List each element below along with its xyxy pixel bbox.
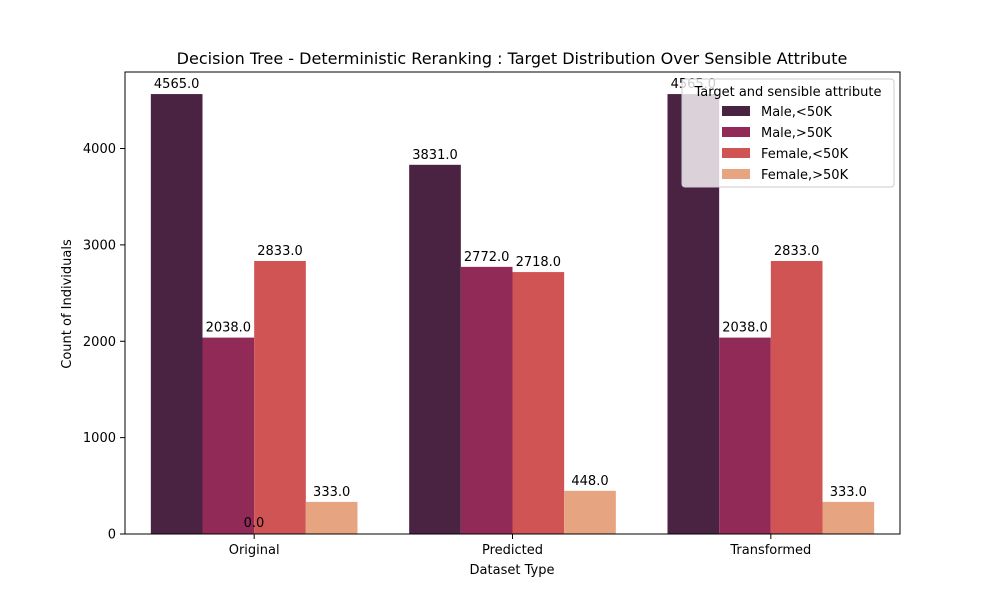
legend-label: Female,<50K [761, 147, 849, 162]
bar-value-label: 2833.0 [774, 244, 820, 259]
legend-swatch [722, 148, 750, 158]
bar-value-label: 3831.0 [412, 148, 458, 163]
bar-Male,>50K-Transformed [719, 337, 771, 534]
bar-value-label: 2038.0 [206, 321, 252, 336]
bar-Female,<50K-Transformed [770, 260, 823, 534]
bars-layer [150, 94, 875, 534]
legend-label: Male,>50K [761, 126, 832, 141]
bar-Male,>50K-Original [202, 337, 255, 534]
y-tick-label: 1000 [83, 431, 116, 446]
legend-label: Female,>50K [761, 168, 849, 183]
legend-swatch [722, 127, 750, 137]
bar-Male,>50K-Predicted [460, 266, 513, 534]
bar-value-label: 2772.0 [464, 250, 510, 265]
y-tick-label: 4000 [83, 142, 116, 157]
bar-value-label: 333.0 [313, 485, 350, 500]
y-axis-label: Count of Individuals [60, 239, 75, 369]
bar-value-label: 2833.0 [257, 244, 303, 259]
y-axis: 0 1000 2000 3000 4000 [83, 142, 125, 543]
zero-value-label: 0.0 [244, 516, 265, 531]
x-tick-label: Transformed [729, 543, 811, 558]
y-tick-label: 3000 [83, 238, 116, 253]
legend-title: Target and sensible attribute [693, 85, 881, 100]
bar-Female,<50K-Original [254, 260, 306, 534]
bar-Male,<50K-Original [150, 94, 203, 534]
bar-value-label: 4565.0 [154, 77, 200, 92]
bar-Female,>50K-Original [305, 501, 358, 534]
x-tick-label: Original [229, 543, 280, 558]
x-axis-label: Dataset Type [470, 563, 555, 578]
bar-Female,<50K-Predicted [512, 272, 565, 534]
chart-title: Decision Tree - Deterministic Reranking … [177, 49, 848, 68]
legend: Target and sensible attribute Male,<50K Ma… [681, 78, 895, 188]
legend-swatch [722, 106, 750, 116]
legend-swatch [722, 169, 750, 179]
x-axis: Original Predicted Transformed [229, 534, 811, 558]
bar-Female,>50K-Predicted [564, 490, 616, 534]
legend-label: Male,<50K [761, 105, 832, 120]
bar-value-label: 2718.0 [516, 255, 562, 270]
x-tick-label: Predicted [482, 543, 543, 558]
bar-value-label: 2038.0 [722, 321, 768, 336]
bar-value-label: 333.0 [830, 485, 867, 500]
bar-Female,>50K-Transformed [822, 501, 875, 534]
bar-value-label: 448.0 [571, 474, 608, 489]
bar-Male,<50K-Predicted [409, 164, 461, 534]
y-tick-label: 0 [108, 528, 116, 543]
y-tick-label: 2000 [83, 335, 116, 350]
